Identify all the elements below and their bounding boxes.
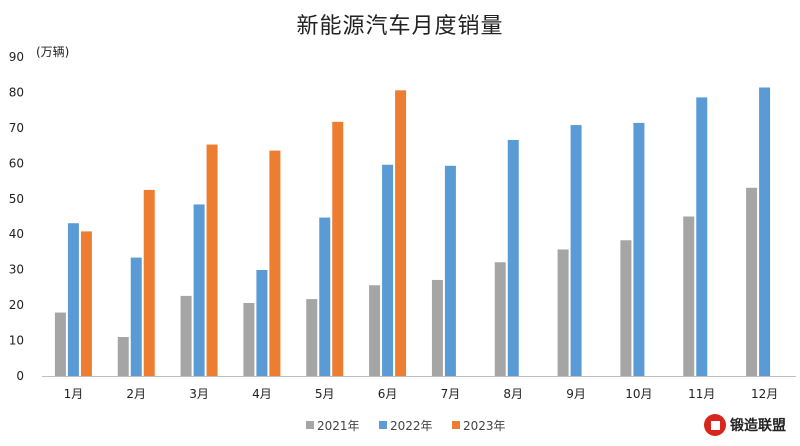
legend-swatch	[452, 421, 460, 429]
bar	[143, 189, 155, 376]
x-tick-label: 5月	[315, 387, 335, 401]
bar	[746, 187, 758, 376]
x-tick-label: 11月	[688, 387, 715, 401]
bar	[180, 295, 192, 376]
bar	[306, 299, 318, 376]
x-tick-label: 4月	[252, 387, 272, 401]
bar	[193, 204, 205, 376]
x-tick-label: 9月	[566, 387, 586, 401]
bar	[557, 249, 569, 376]
y-tick-label: 80	[9, 85, 24, 99]
bar	[696, 97, 708, 376]
legend-label: 2023年	[463, 419, 506, 433]
bar	[570, 125, 582, 376]
bar	[80, 231, 92, 376]
bar	[395, 90, 407, 376]
bar	[243, 302, 255, 376]
x-tick-label: 2月	[126, 387, 146, 401]
bar	[269, 150, 281, 376]
bar	[633, 122, 645, 376]
y-tick-label: 10	[9, 334, 24, 348]
bar	[54, 312, 66, 376]
legend-label: 2021年	[317, 419, 360, 433]
bar	[332, 121, 344, 376]
legend-label: 2022年	[390, 419, 433, 433]
bar	[444, 165, 456, 376]
y-axis-label: (万辆)	[36, 45, 69, 59]
bar	[206, 144, 218, 376]
bar	[117, 337, 129, 376]
x-axis: 1月 2月 3月 4月 5月 6月 7月 8月 9月 10月 11月 12月	[42, 376, 796, 401]
legend-swatch	[306, 421, 314, 429]
y-tick-label: 0	[16, 369, 24, 383]
bar	[130, 257, 142, 376]
y-tick-label: 70	[9, 121, 24, 135]
x-tick-label: 12月	[751, 387, 778, 401]
bar	[507, 139, 519, 376]
legend-swatch	[379, 421, 387, 429]
y-tick-label: 90	[9, 50, 24, 64]
x-tick-label: 10月	[625, 387, 652, 401]
legend: 2021年 2022年 2023年	[306, 419, 506, 433]
x-tick-label: 6月	[378, 387, 398, 401]
bar	[369, 285, 381, 376]
y-tick-label: 60	[9, 156, 24, 170]
chart-title: 新能源汽车月度销量	[296, 14, 504, 39]
bar	[759, 87, 771, 376]
logo-text: 锻造联盟	[730, 418, 786, 434]
x-tick-label: 3月	[189, 387, 209, 401]
bar	[319, 217, 331, 376]
x-tick-label: 7月	[441, 387, 461, 401]
bar	[382, 164, 394, 376]
bar	[256, 270, 268, 376]
logo-mark-icon	[704, 414, 726, 436]
bars	[54, 87, 771, 376]
bar	[431, 279, 443, 376]
y-tick-label: 30	[9, 263, 24, 277]
bar	[620, 240, 632, 376]
y-axis: 0 10 20 30 40 50 60 70 80 90 (万辆)	[9, 45, 70, 383]
logo: 锻造联盟	[704, 414, 786, 436]
y-tick-label: 20	[9, 298, 24, 312]
bar	[683, 216, 695, 376]
y-tick-label: 40	[9, 227, 24, 241]
bar	[494, 262, 506, 376]
x-tick-label: 1月	[64, 387, 84, 401]
y-tick-label: 50	[9, 192, 24, 206]
x-tick-label: 8月	[503, 387, 523, 401]
bar	[67, 223, 79, 376]
